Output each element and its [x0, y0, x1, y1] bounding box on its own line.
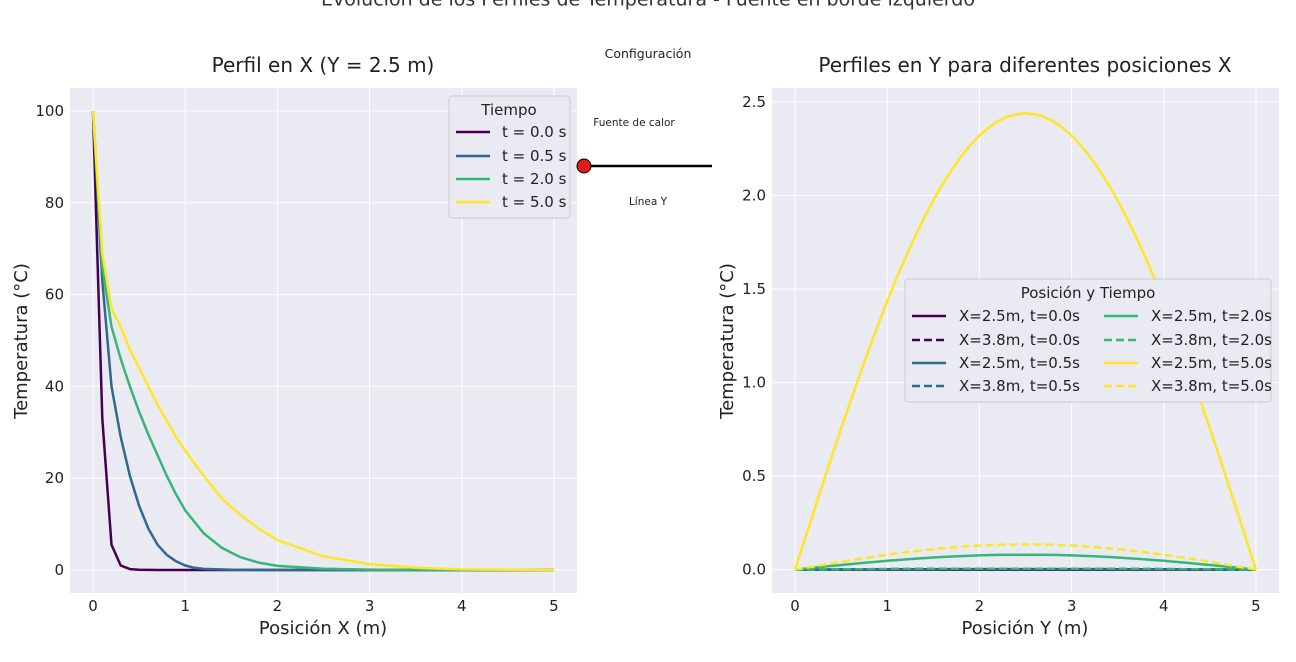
- y-profile-legend-title: Posición y Tiempo: [1021, 284, 1156, 302]
- x-profile-ylabel: Temperatura (°C): [11, 263, 32, 420]
- legend-label-x25-t0: X=2.5m, t=0.0s: [959, 307, 1080, 325]
- x-profile-ytick-label: 60: [45, 286, 64, 304]
- x-profile-ytick-label: 80: [45, 194, 64, 212]
- legend-label-x25-t2: X=2.5m, t=2.0s: [1151, 307, 1272, 325]
- legend-label-x38-t0: X=3.8m, t=0.0s: [959, 331, 1080, 349]
- legend-label-t05: t = 0.5 s: [502, 147, 567, 165]
- x-profile-ytick-label: 40: [45, 377, 64, 395]
- y-profile-legend-box: [904, 278, 1272, 403]
- y-profile-series-line-7: [794, 543, 1257, 571]
- y-profile-ytick-label: 1.5: [742, 280, 766, 298]
- x-profile-xlabel: Posición X (m): [259, 618, 387, 639]
- y-profile-ytick-label: 2.0: [742, 187, 766, 205]
- y-profile-ytick-label: 0.5: [742, 467, 766, 485]
- x-profile-lines: [91, 110, 555, 572]
- legend-label-x38-t2: X=3.8m, t=2.0s: [1151, 331, 1272, 349]
- x-profile-xtick-label: 3: [365, 597, 375, 615]
- y-profile-chart: 0 1 2 3 4 5 0.0 0.5 1.0 1.5 2.0 2.5 Perfiles en Y p…: [717, 53, 1279, 639]
- x-profile-ytick-label: 0: [54, 561, 64, 579]
- y-profile-series-line-5: [795, 567, 1256, 571]
- x-profile-xtick-label: 5: [549, 597, 559, 615]
- legend-label-t5: t = 5.0 s: [502, 193, 567, 211]
- y-profile-title: Perfiles en Y para diferentes posiciones…: [818, 53, 1232, 77]
- x-profile-chart: 0 1 2 3 4 5 0 20 40 60 80 100 Perfil en X (Y = 2.5 …: [11, 53, 577, 639]
- configuration-title: Configuración: [605, 46, 692, 61]
- y-profile-series-line-4: [794, 553, 1257, 571]
- y-profile-ytick-label: 0.0: [742, 561, 766, 579]
- x-profile-xtick-label: 2: [273, 597, 283, 615]
- y-profile-ylabel: Temperatura (°C): [717, 263, 738, 420]
- y-line-label: Línea Y: [629, 196, 668, 208]
- legend-label-t2: t = 2.0 s: [502, 170, 567, 188]
- x-profile-ticks: 0 1 2 3 4 5 0 20 40 60 80 100: [35, 102, 558, 615]
- x-profile-xtick-label: 0: [88, 597, 98, 615]
- y-profile-xlabel: Posición Y (m): [962, 618, 1089, 639]
- figure-suptitle: Evolución de los Perfiles de Temperatura…: [321, 0, 975, 11]
- y-profile-legend: Posición y Tiempo X=2.5m, t=0.0s X=3.8m,…: [904, 278, 1272, 403]
- configuration-panel: Configuración Fuente de calor Línea Y: [576, 46, 712, 208]
- x-profile-legend: Tiempo t = 0.0 s t = 0.5 s t = 2.0 s t =…: [448, 95, 571, 219]
- x-profile-series-line-1: [91, 110, 554, 572]
- x-profile-xtick-label: 1: [180, 597, 190, 615]
- y-profile-xtick-label: 3: [1067, 597, 1077, 615]
- y-profile-xtick-label: 2: [975, 597, 985, 615]
- x-profile-title: Perfil en X (Y = 2.5 m): [212, 53, 435, 77]
- x-profile-legend-title: Tiempo: [480, 101, 536, 119]
- legend-label-x25-t5: X=2.5m, t=5.0s: [1151, 354, 1272, 372]
- y-profile-ytick-label: 1.0: [742, 374, 766, 392]
- y-profile-ytick-label: 2.5: [742, 93, 766, 111]
- x-profile-series-line-2: [91, 110, 554, 572]
- heat-source-marker: [576, 158, 592, 174]
- y-profile-xtick-label: 0: [790, 597, 800, 615]
- heat-source-label: Fuente de calor: [593, 117, 675, 129]
- y-profile-xtick-label: 4: [1159, 597, 1169, 615]
- x-profile-xtick-label: 4: [457, 597, 467, 615]
- legend-label-x38-t05: X=3.8m, t=0.5s: [959, 377, 1080, 395]
- legend-label-x38-t5: X=3.8m, t=5.0s: [1151, 377, 1272, 395]
- x-profile-series-line-3: [91, 110, 555, 572]
- x-profile-ytick-label: 20: [45, 469, 64, 487]
- x-profile-ytick-label: 100: [35, 102, 64, 120]
- y-profile-xtick-label: 5: [1251, 597, 1261, 615]
- y-profile-ticks: 0 1 2 3 4 5 0.0 0.5 1.0 1.5 2.0 2.5: [742, 93, 1261, 615]
- x-profile-legend-box: [448, 95, 571, 219]
- legend-label-t0: t = 0.0 s: [502, 123, 567, 141]
- legend-label-x25-t05: X=2.5m, t=0.5s: [959, 354, 1080, 372]
- y-profile-xtick-label: 1: [882, 597, 892, 615]
